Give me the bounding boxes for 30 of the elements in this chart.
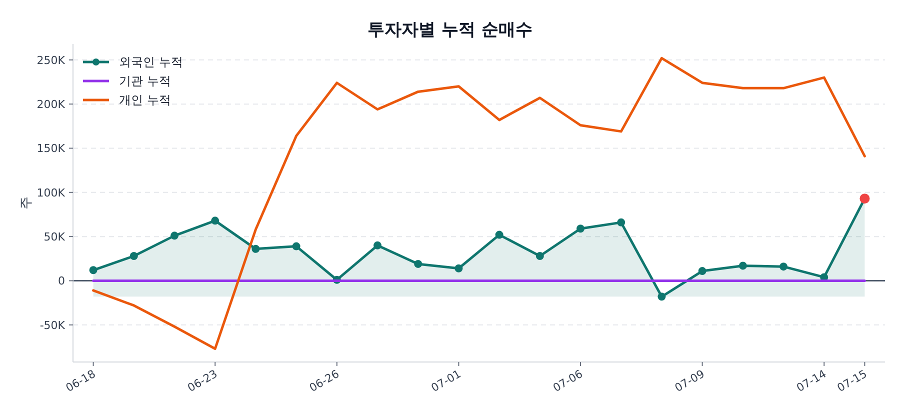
point [658, 292, 666, 301]
y-tick-label: 0 [58, 274, 65, 288]
y-tick-label: -50K [40, 318, 66, 332]
point [252, 244, 260, 253]
y-tick-label: 100K [36, 186, 66, 200]
point [130, 252, 138, 260]
y-axis-title: 주 [19, 196, 34, 210]
point [454, 264, 463, 272]
chart-title: 투자자별 누적 순매수 [368, 20, 532, 40]
point [698, 267, 706, 276]
point [292, 242, 300, 250]
y-tick-label: 200K [36, 98, 66, 111]
line-series [92, 56, 866, 350]
legend-label: 기관 누적 [119, 74, 171, 88]
point [576, 224, 584, 233]
point [780, 262, 788, 271]
point [536, 252, 544, 260]
point [374, 241, 382, 250]
point [738, 262, 747, 270]
y-tick-label: 50K [44, 230, 66, 244]
point [89, 266, 98, 274]
legend-label: 개인 누적 [119, 93, 171, 108]
y-tick-label: 150K [36, 142, 66, 156]
y-tick-label: 250K [36, 54, 66, 67]
point [170, 232, 178, 240]
point [495, 230, 504, 239]
point [414, 260, 422, 268]
point [617, 218, 626, 226]
legend-label: 외국인 누적 [119, 55, 183, 70]
point [211, 216, 220, 225]
